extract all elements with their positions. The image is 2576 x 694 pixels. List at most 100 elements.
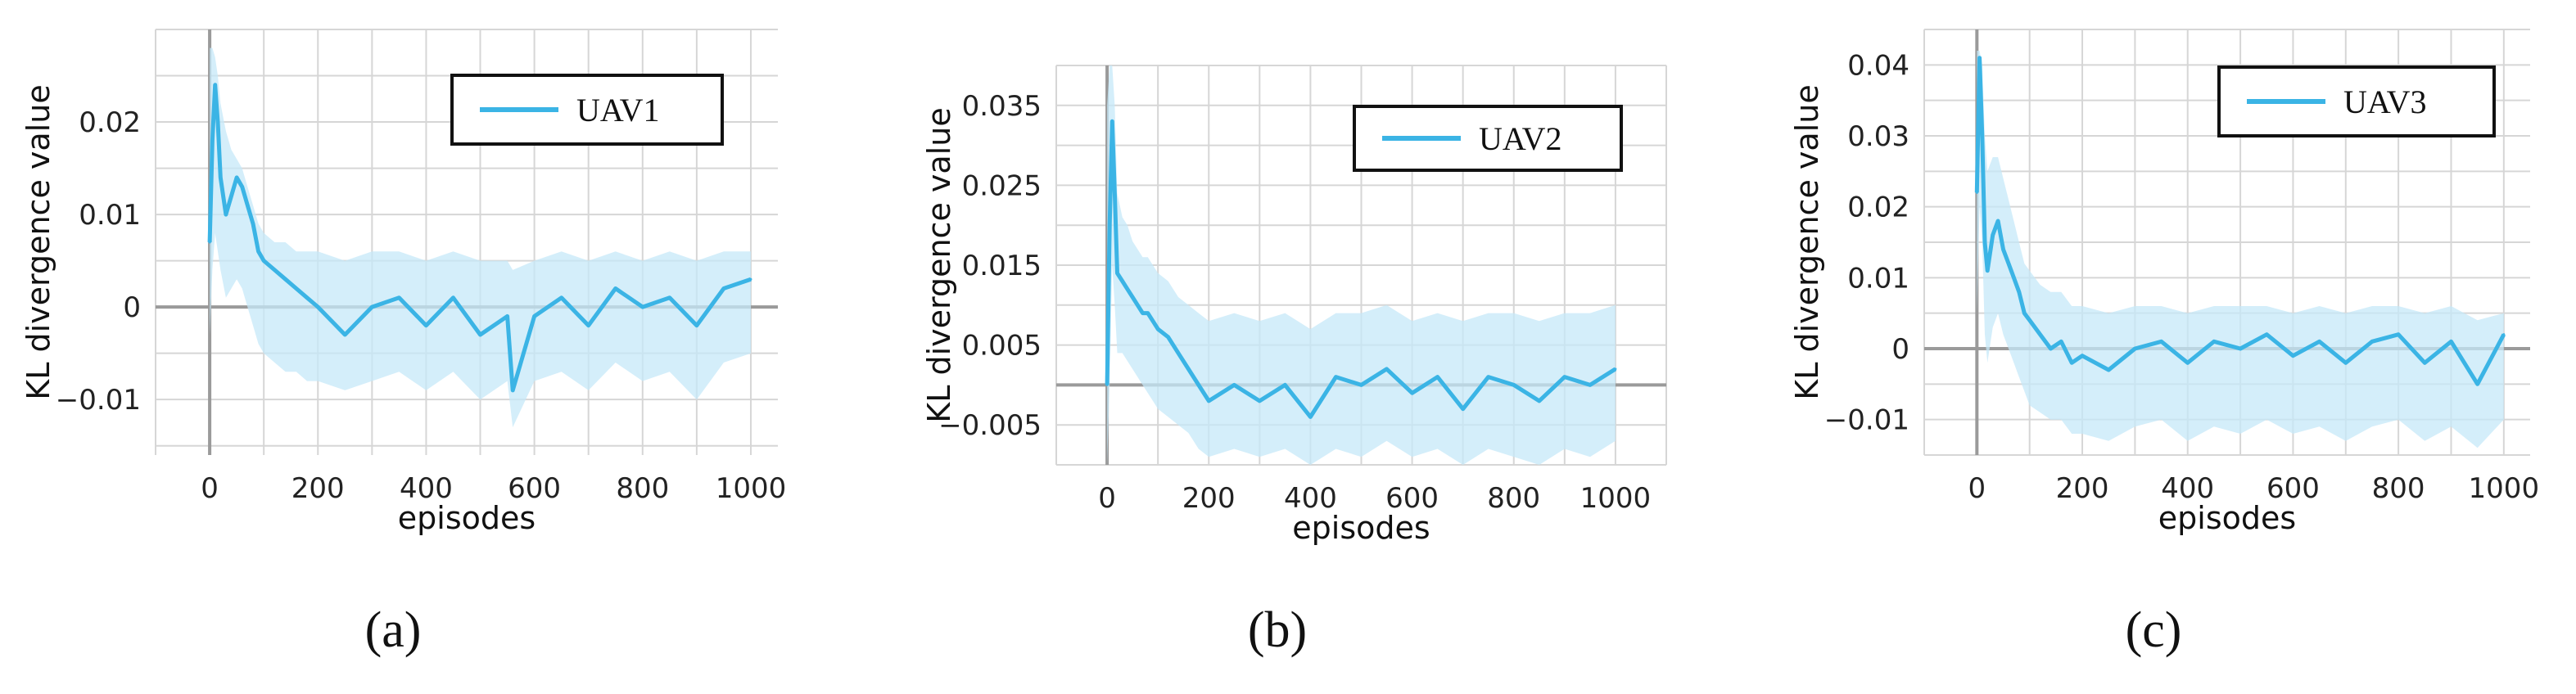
data-point	[1110, 119, 1114, 123]
data-point	[2070, 361, 2073, 364]
data-point	[1411, 391, 1414, 394]
x-tick-label: 600	[508, 472, 561, 505]
panel-label: (c)	[2126, 602, 2182, 658]
data-point	[241, 185, 244, 188]
data-point	[1136, 304, 1139, 307]
data-point	[216, 120, 219, 124]
x-tick-label: 0	[1098, 482, 1116, 515]
data-point	[2049, 347, 2052, 350]
data-point	[695, 324, 698, 327]
data-point	[2186, 361, 2190, 364]
series-line-uav2	[1105, 119, 1617, 419]
legend-uav2: UAV2	[1353, 105, 1623, 172]
data-point	[284, 277, 287, 281]
data-point	[506, 314, 509, 318]
data-point	[451, 296, 454, 300]
data-point	[1141, 312, 1145, 315]
legend-label: UAV1	[576, 92, 660, 128]
y-tick-label: −0.005	[938, 409, 1042, 442]
series-line-uav3	[1974, 56, 2506, 386]
data-point	[2160, 340, 2163, 343]
x-tick-label: 1000	[2469, 472, 2540, 505]
data-point	[370, 305, 373, 309]
data-point	[1512, 383, 1516, 386]
data-point	[2012, 276, 2015, 279]
data-point	[1589, 383, 1592, 386]
y-tick-label: 0.04	[1847, 49, 1909, 82]
data-point	[2449, 340, 2452, 343]
data-point	[1258, 399, 1261, 403]
data-point	[1385, 367, 1389, 371]
data-point	[230, 194, 233, 197]
y-tick-label: −0.01	[56, 384, 141, 417]
data-point	[2107, 368, 2110, 372]
x-tick-label: 1000	[716, 472, 787, 505]
data-point	[1563, 376, 1566, 379]
x-tick-label: 1000	[1580, 482, 1652, 515]
x-tick-label: 400	[400, 472, 453, 505]
data-point	[273, 268, 276, 272]
data-point	[1996, 219, 2000, 223]
y-tick-label: 0.02	[79, 106, 141, 139]
data-point	[1360, 383, 1363, 386]
data-point	[722, 287, 725, 291]
data-point	[1991, 233, 1995, 237]
legend-label: UAV2	[1479, 120, 1562, 157]
x-tick-label: 200	[291, 472, 345, 505]
data-point	[533, 314, 536, 318]
data-point	[2081, 354, 2084, 358]
data-point	[208, 241, 211, 244]
y-tick-label: 0.015	[962, 250, 1042, 282]
panel-label: (b)	[1248, 602, 1307, 658]
x-tick-label: 200	[2056, 472, 2109, 505]
data-point	[397, 296, 400, 300]
data-point	[1986, 269, 1989, 273]
legend-uav3: UAV3	[2217, 65, 2496, 137]
data-point	[1105, 383, 1109, 386]
data-point	[246, 204, 249, 207]
x-tick-label: 0	[1968, 472, 1986, 505]
x-axis-label: episodes	[398, 500, 536, 536]
data-point	[2018, 291, 2021, 294]
data-point	[479, 333, 482, 336]
x-tick-label: 800	[1487, 482, 1540, 515]
data-point	[224, 213, 228, 216]
data-point	[219, 176, 222, 179]
data-point	[560, 296, 563, 300]
data-point	[1116, 272, 1119, 275]
data-point	[1334, 376, 1337, 379]
data-point	[668, 296, 671, 300]
data-point	[1981, 134, 1984, 137]
x-tick-label: 200	[1182, 482, 1236, 515]
data-point	[1975, 191, 1978, 194]
data-point	[2370, 340, 2374, 343]
y-axis-label: KL divergence value	[20, 84, 56, 399]
data-point	[749, 277, 752, 281]
y-tick-label: 0	[123, 291, 141, 324]
x-tick-label: 600	[2266, 472, 2320, 505]
data-point	[1308, 415, 1312, 418]
data-point	[214, 83, 217, 87]
data-point	[1283, 383, 1286, 386]
data-point	[2002, 248, 2005, 251]
data-point	[2007, 262, 2010, 265]
x-tick-label: 0	[201, 472, 219, 505]
data-point	[251, 222, 255, 225]
data-point	[343, 333, 346, 336]
data-point	[1151, 319, 1155, 322]
data-point	[1436, 376, 1439, 379]
y-tick-label: 0.02	[1847, 192, 1909, 224]
data-point	[1156, 327, 1159, 331]
data-point	[2291, 354, 2294, 358]
x-axis-label: episodes	[1292, 510, 1430, 546]
data-point	[262, 259, 265, 263]
data-point	[235, 176, 238, 179]
chart-panel-c: 0 200 400 600 800 1000 −0.01 0 0.01 0.02 0.03 0.04 e…	[1789, 29, 2539, 658]
data-point	[424, 324, 427, 327]
y-tick-label: 0.01	[1847, 262, 1909, 295]
data-point	[1983, 241, 1986, 244]
data-point	[1538, 399, 1541, 403]
y-tick-label: 0.03	[1847, 120, 1909, 153]
data-point	[2022, 312, 2026, 315]
data-point	[2059, 340, 2063, 343]
